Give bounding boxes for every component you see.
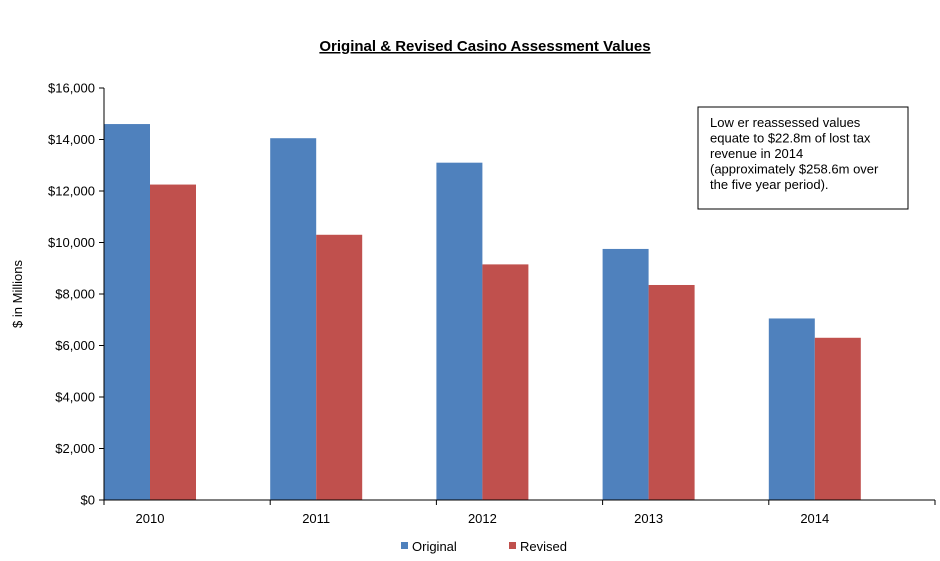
- x-tick-label-2011: 2011: [302, 511, 330, 526]
- y-tick-label: $6,000: [55, 338, 95, 353]
- annotation-line: equate to $22.8m of lost tax: [710, 131, 871, 146]
- chart-title: Original & Revised Casino Assessment Val…: [319, 38, 650, 55]
- legend: Original Revised: [401, 539, 567, 554]
- x-tick-label-2014: 2014: [800, 511, 829, 526]
- bar-original-2012: [436, 162, 483, 501]
- annotation-text: Low er reassessed values equate to $22.8m…: [710, 115, 879, 192]
- bar-revised-2011: [316, 234, 363, 500]
- y-axis-title: $ in Millions: [10, 260, 25, 328]
- y-tick-label: $2,000: [55, 441, 95, 456]
- y-tick-label: $14,000: [48, 132, 95, 147]
- legend-swatch-original: [401, 542, 408, 549]
- bar-original-2010: [104, 124, 150, 501]
- bar-revised-2012: [482, 264, 529, 500]
- annotation-line: (approximately $258.6m over: [710, 162, 879, 177]
- x-tick-label-2013: 2013: [634, 511, 663, 526]
- annotation-line: Low er reassessed values: [710, 115, 861, 130]
- bar-original-2011: [270, 138, 317, 500]
- bar-revised-2014: [814, 337, 861, 500]
- y-tick-label: $12,000: [48, 184, 95, 199]
- y-tick-label: $0: [81, 493, 95, 508]
- annotation-line: revenue in 2014: [710, 146, 803, 161]
- annotation-box: Low er reassessed values equate to $22.8m…: [697, 106, 909, 210]
- bar-revised-2013: [648, 284, 695, 500]
- legend-swatch-revised: [509, 542, 516, 549]
- legend-label-original: Original: [412, 539, 457, 554]
- x-axis: 2010 2011 2012 2013 2014: [103, 499, 936, 526]
- y-tick-label: $16,000: [48, 81, 95, 96]
- y-tick-label: $4,000: [55, 390, 95, 405]
- x-tick-label-2012: 2012: [468, 511, 497, 526]
- bar-revised-2010: [150, 184, 196, 500]
- y-tick-label: $8,000: [55, 287, 95, 302]
- x-tick-label-2010: 2010: [136, 511, 165, 526]
- bar-original-2013: [602, 248, 649, 500]
- y-axis: $0 $2,000 $4,000 $6,000 $8,000 $10,000 $12,000…: [48, 81, 105, 508]
- annotation-line: the five year period).: [710, 177, 829, 192]
- bars-group: [104, 124, 861, 501]
- y-tick-label: $10,000: [48, 235, 95, 250]
- bar-original-2014: [768, 318, 815, 500]
- legend-label-revised: Revised: [520, 539, 567, 554]
